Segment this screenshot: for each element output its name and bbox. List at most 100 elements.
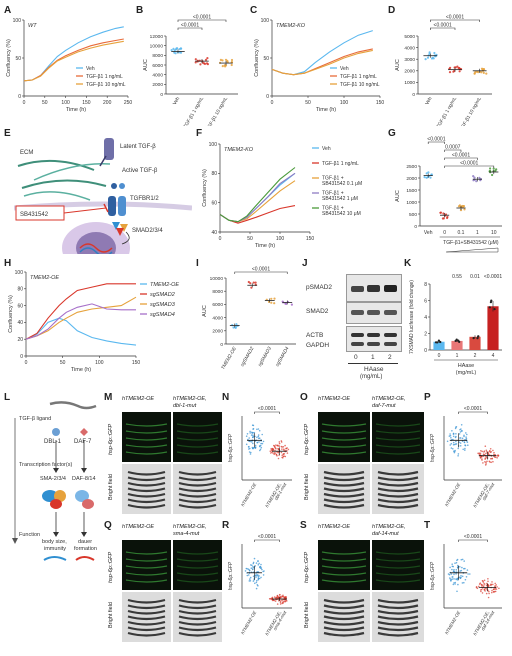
legend-label: TMEM2-OE — [150, 282, 179, 288]
gfp-worm — [321, 558, 367, 562]
data-point — [290, 303, 293, 306]
data-point — [247, 574, 250, 576]
data-point — [272, 449, 274, 451]
data-point — [493, 451, 495, 454]
data-point — [247, 438, 249, 441]
y-tick-label: 1000 — [404, 80, 415, 86]
brightfield-worm — [178, 487, 217, 493]
data-point — [254, 582, 256, 585]
panel-letter-k: K — [404, 258, 412, 269]
ecm-label: ECM — [20, 150, 33, 156]
brightfield-worm — [127, 626, 166, 632]
data-point — [482, 581, 485, 583]
data-point — [278, 441, 281, 443]
data-point — [488, 590, 490, 593]
data-point — [251, 431, 253, 434]
category-label: hTMEM2-OE — [240, 481, 258, 507]
data-point — [282, 601, 285, 603]
data-point — [454, 339, 457, 342]
data-point — [248, 437, 250, 439]
gfp-worm — [176, 558, 219, 562]
data-point — [446, 216, 449, 220]
data-point — [492, 588, 495, 591]
y-axis-label: AUC — [202, 305, 208, 317]
gfp-worm — [375, 579, 421, 583]
brightfield-image — [122, 464, 171, 514]
data-point — [280, 451, 283, 454]
inhibitor-label: SB431542 — [20, 212, 49, 218]
brightfield-worm — [178, 620, 217, 626]
y-tick-label: 0 — [20, 354, 23, 360]
data-point — [461, 437, 464, 440]
data-point — [429, 176, 432, 179]
brightfield-worm — [178, 609, 217, 615]
data-point — [273, 302, 276, 305]
data-point — [246, 574, 249, 577]
data-point — [461, 558, 464, 561]
data-point — [271, 599, 274, 602]
data-point — [473, 176, 476, 179]
data-point — [273, 444, 275, 447]
data-point — [472, 179, 475, 182]
data-point — [464, 447, 466, 450]
data-point — [490, 457, 492, 460]
data-point — [466, 569, 469, 571]
data-point — [258, 575, 260, 577]
sig-label: <0.0001 — [193, 15, 211, 21]
gfp-worm — [125, 451, 168, 455]
y-axis-label: Confluency (%) — [8, 295, 14, 333]
gfp-image — [122, 412, 171, 462]
data-point — [453, 568, 455, 571]
data-point — [276, 594, 279, 597]
data-point — [454, 583, 456, 585]
data-point — [272, 452, 274, 454]
data-point — [451, 565, 454, 568]
blot-strip-smad2 — [346, 302, 402, 324]
sig-bracket — [234, 271, 288, 274]
y-tick-label: 60 — [211, 200, 217, 206]
growth-curve-tmem2-ko-chart: 0 50 100 150 0 50 100 Time (h) Confluency (%) TME… — [254, 18, 384, 113]
brightfield-worm — [377, 620, 419, 626]
data-point — [258, 429, 261, 432]
blot-lane-0: 0 — [354, 354, 358, 361]
y-axis-label: AUC — [143, 59, 149, 71]
data-point — [252, 568, 254, 571]
data-point — [276, 451, 278, 453]
data-point — [442, 217, 445, 220]
sig-bracket — [444, 157, 478, 160]
blot-strip-psmad2 — [346, 274, 402, 302]
legend-label: Veh — [340, 66, 349, 72]
brightfield-worm — [323, 631, 365, 637]
data-point — [451, 568, 453, 571]
brightfield-worm — [178, 492, 217, 498]
legend-label: TGF-β1 10 ng/mL — [340, 82, 380, 88]
brightfield-worms — [178, 470, 217, 509]
panel-letter-j: J — [302, 258, 308, 269]
y-tick-label: 6 — [424, 298, 427, 304]
brightfield-image — [173, 464, 222, 514]
gfp-worm — [321, 437, 367, 441]
data-point — [490, 584, 492, 587]
data-point — [424, 58, 427, 61]
data-point — [450, 442, 453, 445]
p-value-label: 0.01 — [470, 274, 480, 280]
data-point — [252, 434, 254, 436]
data-point — [206, 57, 209, 60]
brightfield-worm — [323, 492, 365, 498]
gfp-worm — [321, 444, 367, 448]
image-label-control: hTMEM2-OE — [318, 396, 351, 402]
diagram-function-label: Function — [19, 532, 41, 538]
data-point — [286, 452, 289, 454]
data-point — [491, 173, 494, 177]
data-point — [425, 172, 428, 175]
blot-strip-loading — [346, 326, 402, 352]
sig-label: <0.0001 — [464, 406, 482, 412]
data-point — [459, 570, 461, 572]
data-point — [230, 63, 233, 67]
gfp-worm — [375, 451, 421, 455]
brightfield-worm — [178, 476, 217, 482]
data-point — [178, 48, 181, 51]
data-point — [253, 431, 256, 434]
data-point — [249, 282, 252, 285]
data-point — [481, 450, 483, 453]
